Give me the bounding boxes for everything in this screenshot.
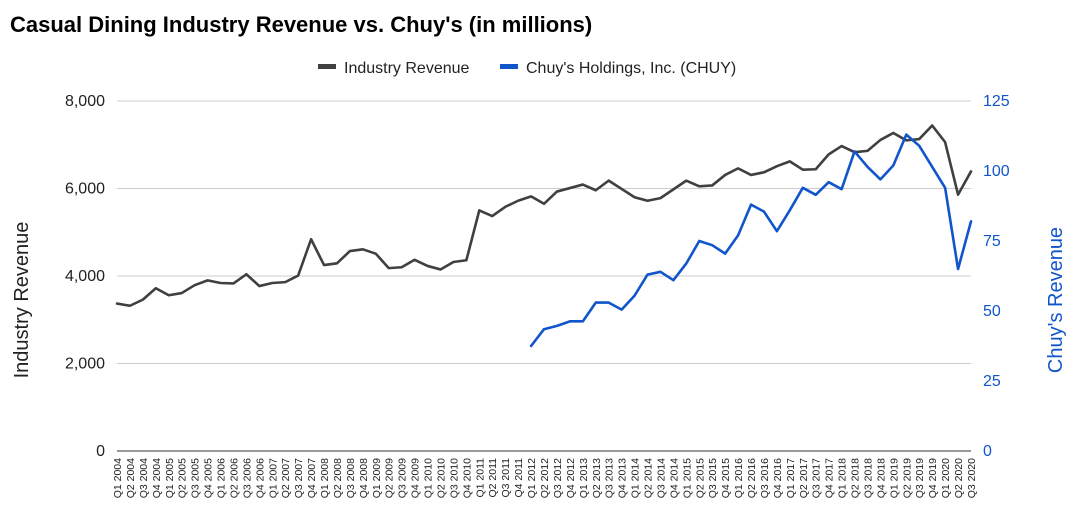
x-tick-label: Q2 2006 <box>228 458 240 498</box>
x-tick-label: Q1 2004 <box>112 458 124 498</box>
x-tick-label: Q3 2007 <box>293 458 305 498</box>
x-tick-label: Q2 2016 <box>746 458 758 498</box>
x-tick-label: Q1 2010 <box>423 458 435 498</box>
legend-item-industry[interactable]: Industry Revenue <box>318 60 470 77</box>
x-tick-label: Q3 2009 <box>397 458 409 498</box>
x-tick-label: Q2 2004 <box>125 458 137 498</box>
x-tick-label: Q1 2014 <box>630 458 642 498</box>
x-tick-label: Q2 2018 <box>850 458 862 498</box>
x-tick-label: Q1 2006 <box>216 458 228 498</box>
y-tick-label-right: 75 <box>983 233 1001 250</box>
x-tick-label: Q1 2019 <box>888 458 900 498</box>
legend-swatch-industry <box>318 64 336 69</box>
x-tick-label: Q3 2018 <box>862 458 874 498</box>
x-tick-label: Q3 2017 <box>811 458 823 498</box>
x-tick-label: Q4 2010 <box>461 458 473 498</box>
x-tick-label: Q4 2018 <box>875 458 887 498</box>
x-axis: Q1 2004 Q2 2004 Q3 2004 Q4 2004 Q1 2005 Q2 20… <box>112 458 978 498</box>
x-tick-label: Q4 2005 <box>203 458 215 498</box>
x-tick-label: Q1 2013 <box>578 458 590 498</box>
x-tick-label: Q2 2010 <box>435 458 447 498</box>
x-tick-label: Q2 2007 <box>280 458 292 498</box>
x-tick-label: Q3 2016 <box>759 458 771 498</box>
x-tick-label: Q1 2009 <box>371 458 383 498</box>
x-tick-label: Q1 2020 <box>940 458 952 498</box>
x-tick-label: Q2 2015 <box>694 458 706 498</box>
x-tick-label: Q3 2010 <box>448 458 460 498</box>
y-tick-label-left: 0 <box>96 443 105 460</box>
x-tick-label: Q3 2012 <box>552 458 564 498</box>
x-tick-label: Q2 2013 <box>591 458 603 498</box>
x-tick-label: Q4 2004 <box>151 458 163 498</box>
x-tick-label: Q3 2008 <box>345 458 357 498</box>
y-tick-label-right: 25 <box>983 373 1001 390</box>
y-tick-label-right: 50 <box>983 303 1001 320</box>
x-tick-label: Q3 2013 <box>604 458 616 498</box>
x-tick-label: Q1 2012 <box>526 458 538 498</box>
x-tick-label: Q4 2009 <box>410 458 422 498</box>
legend-item-chuys[interactable]: Chuy's Holdings, Inc. (CHUY) <box>500 60 736 77</box>
y-axis-right: 0 25 50 75 100 125 <box>983 93 1010 460</box>
y-axis-right-title: Chuy's Revenue <box>1045 227 1067 373</box>
gridlines <box>117 100 971 452</box>
chart-title: Casual Dining Industry Revenue vs. Chuy'… <box>10 12 593 37</box>
x-tick-label: Q2 2017 <box>798 458 810 498</box>
x-tick-label: Q1 2011 <box>474 458 486 498</box>
y-tick-label-left: 2,000 <box>65 356 105 373</box>
legend-swatch-chuys <box>500 64 518 69</box>
x-tick-label: Q4 2014 <box>668 458 680 498</box>
x-tick-label: Q4 2015 <box>720 458 732 498</box>
x-tick-label: Q4 2008 <box>358 458 370 498</box>
x-tick-label: Q2 2012 <box>539 458 551 498</box>
x-tick-label: Q2 2020 <box>953 458 965 498</box>
x-tick-label: Q1 2008 <box>319 458 331 498</box>
x-tick-label: Q2 2014 <box>643 458 655 498</box>
x-tick-label: Q1 2018 <box>837 458 849 498</box>
x-tick-label: Q1 2007 <box>267 458 279 498</box>
y-tick-label-right: 0 <box>983 443 992 460</box>
x-tick-label: Q3 2004 <box>138 458 150 498</box>
x-tick-label: Q2 2011 <box>487 458 499 498</box>
y-axis-left: 0 2,000 4,000 6,000 8,000 <box>65 93 105 460</box>
x-tick-label: Q1 2017 <box>785 458 797 498</box>
x-tick-label: Q1 2005 <box>164 458 176 498</box>
x-tick-label: Q3 2015 <box>707 458 719 498</box>
y-tick-label-right: 100 <box>983 163 1010 180</box>
y-tick-label-left: 6,000 <box>65 181 105 198</box>
x-tick-label: Q3 2011 <box>500 458 512 498</box>
x-tick-label: Q2 2009 <box>384 458 396 498</box>
y-axis-left-title: Industry Revenue <box>11 222 33 379</box>
y-tick-label-left: 4,000 <box>65 268 105 285</box>
x-tick-label: Q3 2005 <box>190 458 202 498</box>
x-tick-label: Q4 2017 <box>824 458 836 498</box>
legend: Industry Revenue Chuy's Holdings, Inc. (… <box>318 60 736 77</box>
series-lines <box>115 124 973 348</box>
x-tick-label: Q1 2015 <box>681 458 693 498</box>
y-tick-label-right: 125 <box>983 93 1010 110</box>
x-tick-label: Q4 2006 <box>254 458 266 498</box>
legend-label-industry: Industry Revenue <box>344 60 470 77</box>
series-line-chuys[interactable] <box>529 133 973 348</box>
x-tick-label: Q3 2020 <box>966 458 978 498</box>
x-tick-label: Q3 2006 <box>241 458 253 498</box>
x-tick-label: Q4 2013 <box>617 458 629 498</box>
x-tick-label: Q3 2014 <box>655 458 667 498</box>
x-tick-label: Q4 2011 <box>513 458 525 498</box>
x-tick-label: Q3 2019 <box>914 458 926 498</box>
x-tick-label: Q4 2016 <box>772 458 784 498</box>
x-tick-label: Q4 2019 <box>927 458 939 498</box>
series-line-industry[interactable] <box>115 124 973 308</box>
legend-label-chuys: Chuy's Holdings, Inc. (CHUY) <box>526 60 736 77</box>
x-tick-label: Q2 2008 <box>332 458 344 498</box>
x-tick-label: Q4 2007 <box>306 458 318 498</box>
x-tick-label: Q2 2005 <box>177 458 189 498</box>
x-tick-label: Q2 2019 <box>901 458 913 498</box>
x-tick-label: Q1 2016 <box>733 458 745 498</box>
y-tick-label-left: 8,000 <box>65 93 105 110</box>
x-tick-label: Q4 2012 <box>565 458 577 498</box>
